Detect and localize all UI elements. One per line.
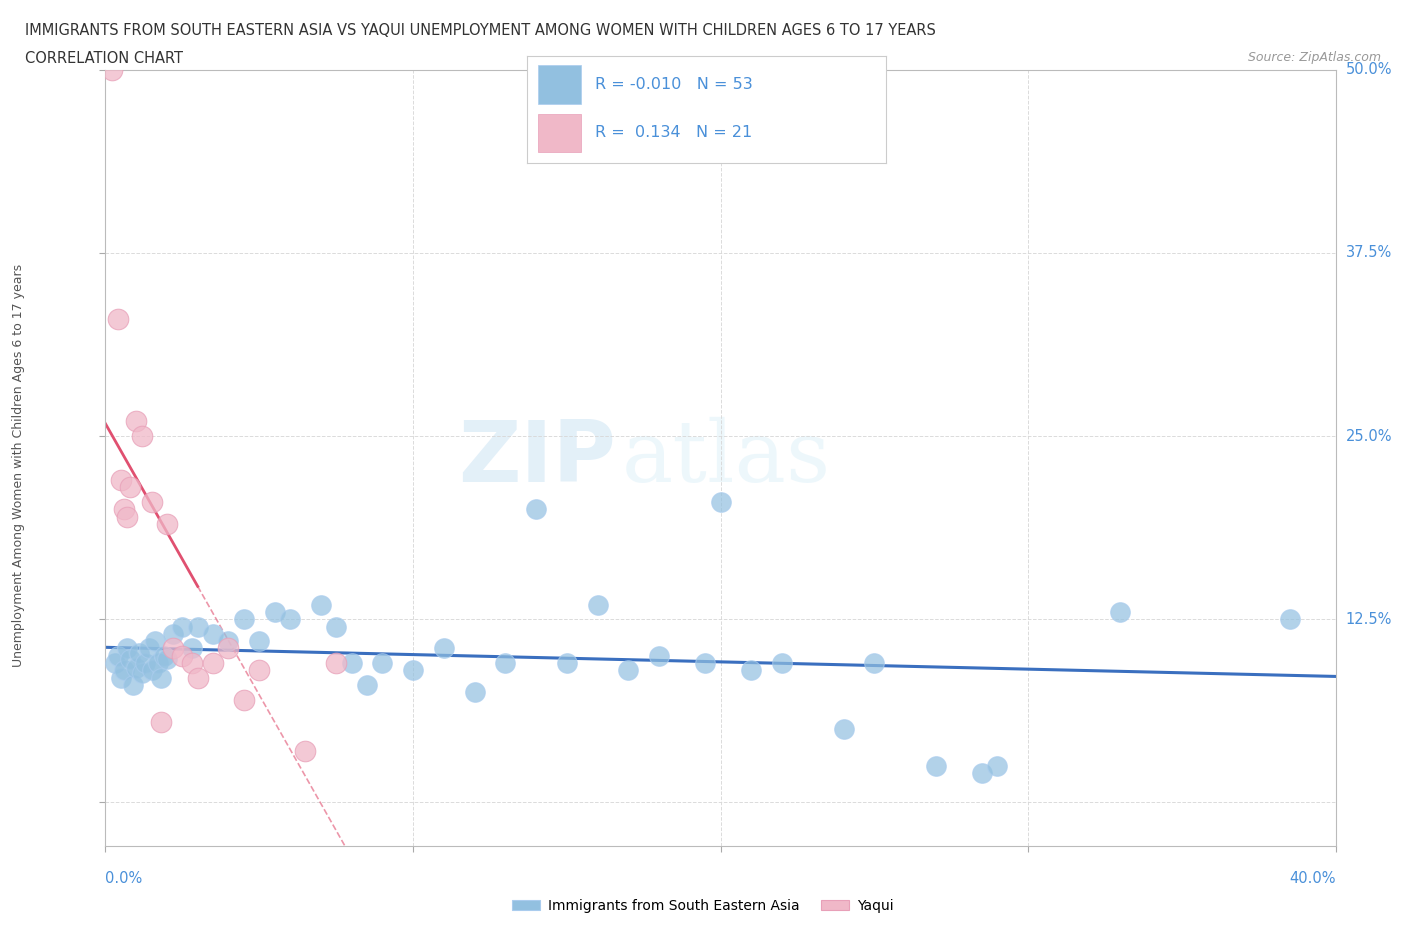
Point — [131, 666, 153, 681]
Point — [710, 495, 733, 510]
Point — [134, 656, 156, 671]
Point — [172, 619, 194, 634]
Text: IMMIGRANTS FROM SOUTH EASTERN ASIA VS YAQUI UNEMPLOYMENT AMONG WOMEN WITH CHILDR: IMMIGRANTS FROM SOUTH EASTERN ASIA VS YA… — [25, 23, 936, 38]
Point — [149, 714, 172, 729]
Point — [125, 660, 148, 675]
Point — [202, 627, 225, 642]
Point — [187, 671, 209, 685]
Point — [138, 641, 160, 656]
Point — [494, 656, 516, 671]
Point — [131, 429, 153, 444]
Point — [125, 414, 148, 429]
Point — [970, 765, 993, 780]
Point — [740, 663, 762, 678]
Point — [149, 671, 172, 685]
Text: 37.5%: 37.5% — [1346, 246, 1392, 260]
Point — [278, 612, 301, 627]
Point — [695, 656, 717, 671]
Point — [156, 651, 179, 666]
Point — [162, 627, 184, 642]
Point — [218, 641, 240, 656]
Point — [863, 656, 886, 671]
Point — [309, 597, 332, 612]
Point — [1278, 612, 1301, 627]
Point — [218, 633, 240, 648]
Point — [524, 502, 547, 517]
Text: R = -0.010   N = 53: R = -0.010 N = 53 — [595, 77, 754, 92]
Point — [122, 678, 145, 693]
Text: 0.0%: 0.0% — [105, 871, 142, 886]
Point — [1109, 604, 1132, 619]
Text: R =  0.134   N = 21: R = 0.134 N = 21 — [595, 126, 752, 140]
Point — [925, 758, 948, 773]
Point — [115, 641, 138, 656]
Point — [128, 645, 150, 660]
Point — [555, 656, 578, 671]
Point — [232, 692, 254, 707]
Point — [120, 480, 141, 495]
Text: Source: ZipAtlas.com: Source: ZipAtlas.com — [1247, 51, 1381, 64]
Text: 50.0%: 50.0% — [1346, 62, 1392, 77]
Point — [325, 619, 347, 634]
Point — [325, 656, 347, 671]
Point — [402, 663, 425, 678]
Point — [141, 663, 163, 678]
Point — [340, 656, 363, 671]
Point — [104, 656, 127, 671]
Point — [356, 678, 378, 693]
Point — [180, 656, 202, 671]
Point — [232, 612, 254, 627]
Point — [110, 472, 132, 487]
Point — [832, 722, 855, 737]
Point — [115, 510, 138, 525]
Text: 12.5%: 12.5% — [1346, 612, 1392, 627]
Text: Unemployment Among Women with Children Ages 6 to 17 years: Unemployment Among Women with Children A… — [11, 263, 25, 667]
Point — [180, 641, 202, 656]
Point — [120, 651, 141, 666]
Point — [112, 502, 135, 517]
Point — [156, 516, 179, 531]
Point — [433, 641, 456, 656]
Point — [100, 62, 122, 77]
Text: ZIP: ZIP — [458, 417, 616, 499]
Text: 25.0%: 25.0% — [1346, 429, 1392, 444]
Point — [110, 671, 132, 685]
Point — [172, 648, 194, 663]
Point — [263, 604, 285, 619]
Point — [146, 656, 169, 671]
Point — [617, 663, 640, 678]
Text: CORRELATION CHART: CORRELATION CHART — [25, 51, 183, 66]
Point — [371, 656, 394, 671]
Point — [107, 312, 129, 326]
Point — [143, 633, 166, 648]
Point — [770, 656, 793, 671]
Point — [153, 648, 176, 663]
Point — [294, 744, 316, 759]
Point — [648, 648, 671, 663]
Bar — [538, 65, 581, 104]
Point — [586, 597, 609, 612]
Point — [464, 685, 486, 700]
Point — [187, 619, 209, 634]
Point — [247, 663, 270, 678]
Text: atlas: atlas — [621, 417, 831, 499]
Point — [112, 663, 135, 678]
Point — [247, 633, 270, 648]
Legend: Immigrants from South Eastern Asia, Yaqui: Immigrants from South Eastern Asia, Yaqu… — [506, 894, 900, 919]
Point — [986, 758, 1008, 773]
Text: 40.0%: 40.0% — [1289, 871, 1336, 886]
Point — [107, 648, 129, 663]
Point — [162, 641, 184, 656]
Point — [202, 656, 225, 671]
Bar — [538, 113, 581, 153]
Point — [141, 495, 163, 510]
